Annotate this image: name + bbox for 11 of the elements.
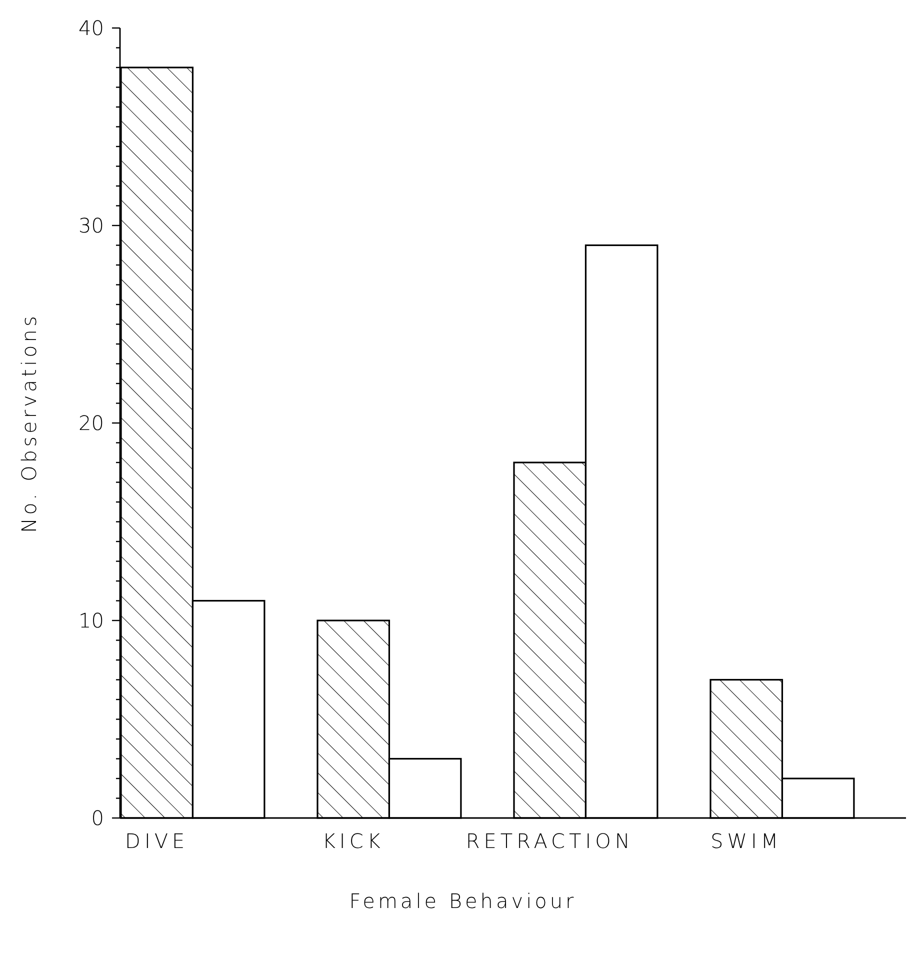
y-axis-title: No. Observations [17, 313, 41, 533]
x-axis-title: Female Behaviour [349, 889, 577, 913]
y-tick-label: 30 [78, 214, 104, 238]
y-tick-label: 40 [78, 16, 104, 40]
y-tick-label: 20 [78, 411, 104, 435]
x-tick-label: RETRACTION [466, 829, 634, 853]
y-tick-label: 0 [91, 806, 104, 830]
y-tick-label: 10 [78, 608, 104, 632]
x-tick-label: SWIM [710, 829, 782, 853]
x-tick-label: DIVE [125, 829, 189, 853]
x-tick-label: KICK [322, 829, 384, 853]
